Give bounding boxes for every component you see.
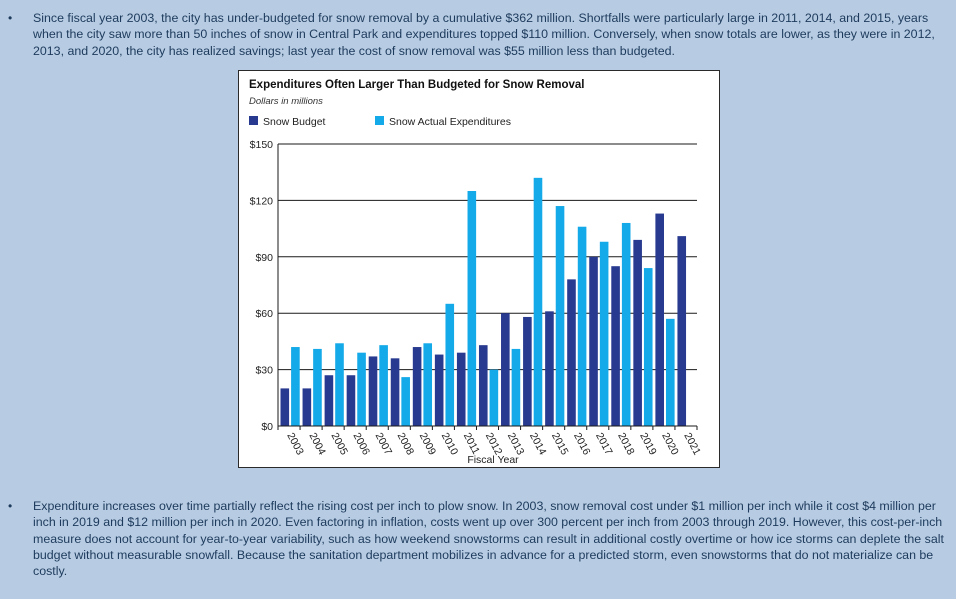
bar-actual-2006 — [357, 352, 366, 426]
bullet-paragraph-1: • Since fiscal year 2003, the city has u… — [8, 10, 948, 62]
x-tick-label-2011: 2011 — [461, 431, 482, 457]
bar-budget-2016 — [567, 279, 576, 426]
y-tick-label-90: $90 — [255, 252, 273, 264]
bar-budget-2003 — [280, 388, 290, 426]
x-tick-label-2010: 2010 — [439, 431, 461, 457]
x-tick-label-2021: 2021 — [681, 431, 703, 457]
legend-swatch-budget — [249, 116, 258, 125]
bar-actual-2014 — [533, 177, 543, 426]
chart-axes — [277, 144, 697, 427]
bullet-paragraph-2: • Expenditure increases over time partia… — [8, 498, 948, 588]
bar-actual-2007 — [379, 345, 388, 426]
chart-bars — [280, 177, 687, 426]
chart-x-ticks: 2003 2004 2005 2006 2007 2008 2009 2010 2011 2012… — [277, 426, 703, 457]
bar-budget-2009 — [412, 347, 422, 426]
bullet-marker-1: • — [8, 11, 13, 25]
x-tick-label-2005: 2005 — [328, 431, 350, 457]
bar-actual-2019 — [643, 268, 653, 426]
y-tick-label-30: $30 — [255, 365, 273, 377]
bar-actual-2016 — [577, 226, 587, 426]
bar-budget-2005 — [324, 375, 334, 426]
x-tick-label-2019: 2019 — [637, 431, 659, 457]
x-tick-label-2009: 2009 — [417, 431, 439, 457]
y-tick-label-0: $0 — [261, 421, 273, 433]
legend-label-budget: Snow Budget — [263, 116, 326, 128]
x-tick-label-2003: 2003 — [284, 431, 306, 457]
bullet-marker-2: • — [8, 499, 13, 513]
bar-actual-2011 — [467, 191, 477, 426]
bar-budget-2020 — [655, 213, 664, 426]
y-tick-label-150: $150 — [250, 139, 274, 151]
x-tick-label-2017: 2017 — [593, 431, 615, 457]
bar-actual-2015 — [555, 206, 565, 426]
x-tick-label-2016: 2016 — [571, 431, 593, 457]
bar-actual-2004 — [313, 348, 322, 426]
chart-x-axis-label: Fiscal Year — [467, 454, 519, 466]
y-tick-label-60: $60 — [255, 308, 273, 320]
bullet-text-2: Expenditure increases over time partiall… — [33, 499, 944, 579]
bar-budget-2007 — [368, 356, 378, 426]
bar-actual-2005 — [335, 343, 344, 426]
bar-actual-2008 — [401, 377, 410, 426]
bar-actual-2009 — [423, 343, 433, 426]
bar-budget-2014 — [523, 316, 532, 426]
bar-actual-2020 — [665, 318, 675, 426]
x-tick-label-2004: 2004 — [306, 431, 328, 457]
bar-budget-2013 — [501, 313, 510, 426]
bar-budget-2004 — [302, 388, 312, 426]
bar-actual-2018 — [621, 222, 631, 426]
bar-budget-2010 — [434, 354, 444, 426]
bar-budget-2018 — [611, 266, 620, 426]
bar-actual-2013 — [511, 348, 521, 426]
bar-actual-2003 — [291, 347, 300, 426]
chart-legend: Snow Budget Snow Actual Expenditures — [249, 116, 511, 128]
y-tick-label-120: $120 — [250, 195, 274, 207]
chart-title: Expenditures Often Larger Than Budgeted … — [249, 79, 584, 91]
x-tick-label-2018: 2018 — [615, 431, 637, 457]
bar-budget-2006 — [346, 375, 356, 426]
bar-budget-2019 — [633, 239, 642, 426]
legend-swatch-actual — [375, 116, 384, 125]
bar-actual-2010 — [445, 303, 455, 426]
chart-y-ticks: $0 $30 $60 $90 $120 $150 — [250, 139, 274, 433]
legend-label-actual: Snow Actual Expenditures — [389, 116, 511, 128]
x-tick-label-2014: 2014 — [527, 431, 549, 457]
snow-removal-chart: Expenditures Often Larger Than Budgeted … — [238, 70, 720, 468]
x-tick-label-2008: 2008 — [395, 431, 417, 457]
chart-canvas: Expenditures Often Larger Than Budgeted … — [249, 79, 703, 466]
bar-budget-2021 — [677, 236, 687, 426]
x-tick-label-2007: 2007 — [373, 431, 395, 457]
bar-budget-2015 — [545, 311, 554, 426]
x-tick-label-2015: 2015 — [549, 431, 571, 457]
x-tick-label-2006: 2006 — [351, 431, 373, 457]
bar-budget-2012 — [478, 345, 488, 426]
chart-subtitle: Dollars in millions — [249, 96, 323, 107]
bar-budget-2008 — [390, 358, 400, 426]
bar-actual-2017 — [599, 241, 609, 426]
bar-actual-2012 — [489, 369, 499, 426]
bar-budget-2017 — [589, 256, 598, 426]
bullet-text-1: Since fiscal year 2003, the city has und… — [33, 11, 935, 58]
x-tick-label-2020: 2020 — [659, 431, 681, 457]
bar-budget-2011 — [456, 352, 466, 426]
